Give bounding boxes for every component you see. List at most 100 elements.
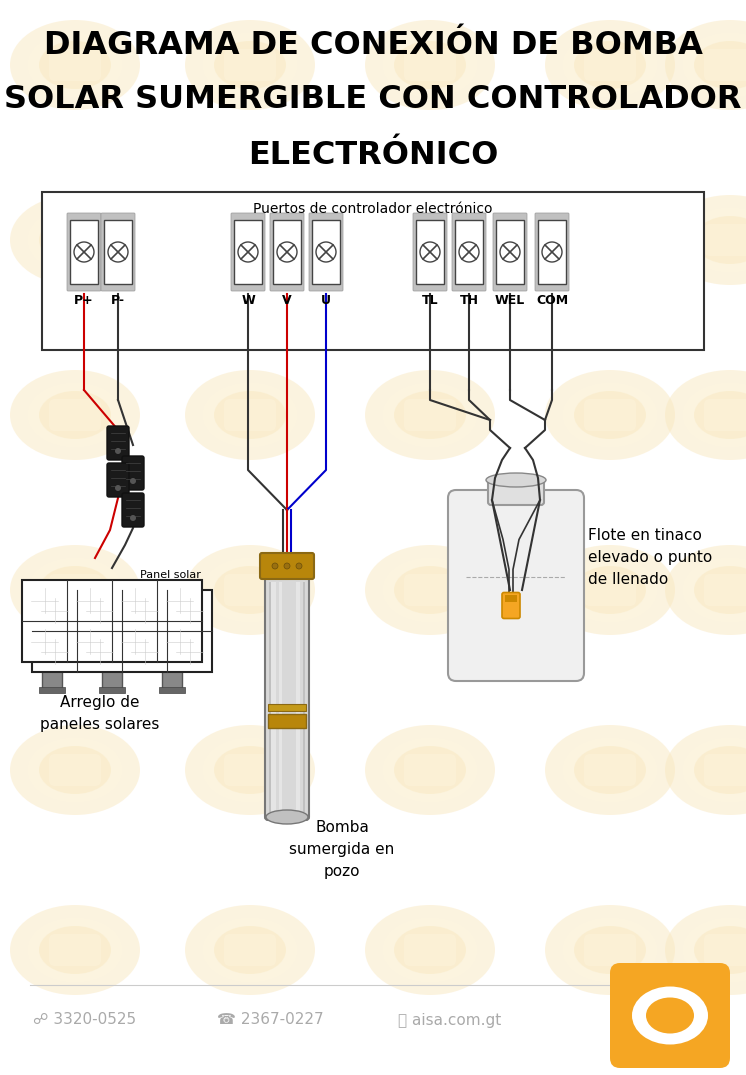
FancyBboxPatch shape bbox=[49, 49, 101, 81]
Ellipse shape bbox=[574, 216, 646, 264]
Ellipse shape bbox=[39, 216, 111, 264]
FancyBboxPatch shape bbox=[452, 213, 486, 291]
FancyBboxPatch shape bbox=[704, 49, 746, 81]
Ellipse shape bbox=[394, 391, 466, 439]
Ellipse shape bbox=[39, 391, 111, 439]
FancyBboxPatch shape bbox=[224, 49, 276, 81]
FancyBboxPatch shape bbox=[413, 213, 447, 291]
FancyBboxPatch shape bbox=[260, 553, 314, 579]
Ellipse shape bbox=[202, 383, 298, 447]
Ellipse shape bbox=[28, 383, 122, 447]
Ellipse shape bbox=[266, 809, 308, 825]
Ellipse shape bbox=[394, 41, 466, 89]
Ellipse shape bbox=[10, 725, 140, 815]
Bar bbox=[273, 220, 301, 284]
Ellipse shape bbox=[683, 383, 746, 447]
Ellipse shape bbox=[694, 216, 746, 264]
FancyBboxPatch shape bbox=[49, 224, 101, 256]
FancyBboxPatch shape bbox=[404, 49, 456, 81]
FancyBboxPatch shape bbox=[224, 574, 276, 606]
Ellipse shape bbox=[394, 567, 466, 614]
Ellipse shape bbox=[574, 567, 646, 614]
Ellipse shape bbox=[562, 917, 657, 983]
Bar bbox=[312, 220, 340, 284]
Ellipse shape bbox=[185, 370, 315, 460]
Ellipse shape bbox=[10, 195, 140, 285]
FancyBboxPatch shape bbox=[584, 224, 636, 256]
Ellipse shape bbox=[185, 545, 315, 635]
Circle shape bbox=[284, 563, 290, 569]
Ellipse shape bbox=[39, 746, 111, 794]
Ellipse shape bbox=[365, 195, 495, 285]
FancyBboxPatch shape bbox=[448, 490, 584, 680]
FancyBboxPatch shape bbox=[502, 592, 520, 618]
Bar bbox=[496, 220, 524, 284]
Ellipse shape bbox=[665, 545, 746, 635]
Bar bbox=[42, 192, 704, 350]
Ellipse shape bbox=[28, 558, 122, 622]
Bar bbox=[303, 582, 305, 812]
Ellipse shape bbox=[562, 383, 657, 447]
Ellipse shape bbox=[683, 32, 746, 98]
Ellipse shape bbox=[545, 905, 675, 995]
Bar bbox=[296, 582, 300, 812]
Ellipse shape bbox=[202, 917, 298, 983]
Circle shape bbox=[115, 448, 121, 454]
FancyBboxPatch shape bbox=[584, 399, 636, 431]
Circle shape bbox=[296, 563, 302, 569]
Bar bbox=[279, 582, 282, 812]
FancyBboxPatch shape bbox=[49, 399, 101, 431]
Text: Flote en tinaco
elevado o punto
de llenado: Flote en tinaco elevado o punto de llena… bbox=[588, 528, 712, 587]
Ellipse shape bbox=[39, 41, 111, 89]
Circle shape bbox=[277, 242, 297, 262]
Bar bbox=[70, 220, 98, 284]
FancyBboxPatch shape bbox=[122, 456, 144, 490]
Ellipse shape bbox=[694, 926, 746, 974]
Circle shape bbox=[316, 242, 336, 262]
Ellipse shape bbox=[185, 195, 315, 285]
Bar bbox=[22, 580, 202, 662]
FancyBboxPatch shape bbox=[224, 934, 276, 966]
Text: TL: TL bbox=[421, 293, 439, 307]
Text: Bomba
sumergida en
pozo: Bomba sumergida en pozo bbox=[289, 820, 395, 879]
Ellipse shape bbox=[486, 473, 546, 487]
FancyBboxPatch shape bbox=[404, 934, 456, 966]
Text: SOLAR SUMERGIBLE CON CONTROLADOR: SOLAR SUMERGIBLE CON CONTROLADOR bbox=[4, 85, 742, 115]
Ellipse shape bbox=[562, 737, 657, 803]
Ellipse shape bbox=[665, 20, 746, 110]
FancyBboxPatch shape bbox=[265, 574, 309, 820]
FancyBboxPatch shape bbox=[584, 934, 636, 966]
Ellipse shape bbox=[545, 195, 675, 285]
Text: W: W bbox=[241, 293, 255, 307]
Ellipse shape bbox=[562, 32, 657, 98]
Ellipse shape bbox=[365, 905, 495, 995]
FancyBboxPatch shape bbox=[493, 213, 527, 291]
Circle shape bbox=[272, 563, 278, 569]
Ellipse shape bbox=[545, 20, 675, 110]
FancyBboxPatch shape bbox=[404, 574, 456, 606]
FancyBboxPatch shape bbox=[231, 213, 265, 291]
FancyBboxPatch shape bbox=[49, 574, 101, 606]
FancyBboxPatch shape bbox=[488, 477, 544, 505]
Text: P-: P- bbox=[111, 293, 125, 307]
Ellipse shape bbox=[185, 725, 315, 815]
Text: V: V bbox=[282, 293, 292, 307]
FancyBboxPatch shape bbox=[107, 426, 129, 460]
Ellipse shape bbox=[214, 567, 286, 614]
Ellipse shape bbox=[683, 558, 746, 622]
Text: WEL: WEL bbox=[495, 293, 525, 307]
Text: Puertos de controlador electrónico: Puertos de controlador electrónico bbox=[253, 202, 493, 216]
Ellipse shape bbox=[646, 998, 694, 1033]
Text: ☎ 2367-0227: ☎ 2367-0227 bbox=[216, 1013, 323, 1028]
Ellipse shape bbox=[10, 545, 140, 635]
Bar bbox=[102, 664, 122, 689]
Ellipse shape bbox=[683, 207, 746, 272]
Bar bbox=[538, 220, 566, 284]
Ellipse shape bbox=[383, 917, 477, 983]
Ellipse shape bbox=[665, 370, 746, 460]
Ellipse shape bbox=[365, 725, 495, 815]
Bar bbox=[234, 220, 262, 284]
Ellipse shape bbox=[10, 20, 140, 110]
Bar bbox=[268, 714, 306, 728]
Bar bbox=[99, 687, 125, 693]
